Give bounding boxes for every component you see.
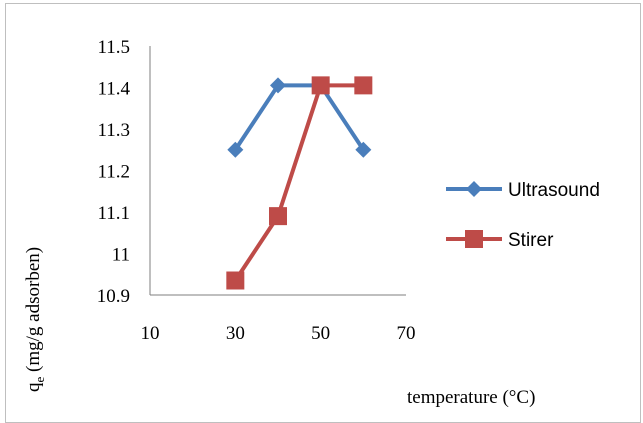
y-tick-label: 11.5 xyxy=(97,37,130,58)
series-line-ultrasound xyxy=(233,83,366,151)
axes xyxy=(149,46,406,296)
chart-svg: 11.5 11.4 11.3 11.2 11.1 11 10.9 10 30 50 70 temp… xyxy=(23,37,600,408)
data-point-stirer xyxy=(311,76,330,95)
legend: Ultrasound Stirer xyxy=(446,180,600,251)
series-layer xyxy=(226,76,373,290)
y-tick-label: 11.4 xyxy=(97,79,130,100)
data-point-ultrasound xyxy=(270,77,286,94)
y-tick-label: 11.2 xyxy=(97,162,130,183)
data-point-ultrasound xyxy=(227,141,244,158)
x-tick-label: 10 xyxy=(141,323,160,344)
x-tick-labels: 10 30 50 70 xyxy=(141,323,416,344)
y-tick-label: 11.3 xyxy=(97,120,130,141)
x-axis-title: temperature (°C) xyxy=(407,387,535,408)
y-tick-label: 11.1 xyxy=(97,203,130,224)
chart-frame: 11.5 11.4 11.3 11.2 11.1 11 10.9 10 30 50 70 temp… xyxy=(5,3,641,423)
x-tick-label: 50 xyxy=(311,323,330,344)
y-axis-title: qe (mg/g adsorben) xyxy=(23,247,47,392)
y-axis-title-sub: e xyxy=(32,377,47,383)
legend-marker-stirer xyxy=(465,230,483,248)
data-point-stirer xyxy=(269,207,287,226)
legend-label-stirer: Stirer xyxy=(508,230,554,251)
y-axis-title-main: q xyxy=(23,382,44,392)
y-tick-label: 11 xyxy=(112,245,130,266)
data-point-stirer xyxy=(226,271,245,290)
data-point-stirer xyxy=(354,76,373,95)
legend-marker-ultrasound xyxy=(466,181,482,197)
x-tick-label: 30 xyxy=(226,323,245,344)
legend-label-ultrasound: Ultrasound xyxy=(508,180,600,201)
legend-item-stirer: Stirer xyxy=(446,230,554,251)
series-line-stirer xyxy=(233,83,364,282)
y-tick-labels: 11.5 11.4 11.3 11.2 11.1 11 10.9 xyxy=(97,37,131,307)
legend-item-ultrasound: Ultrasound xyxy=(446,180,600,201)
data-point-ultrasound xyxy=(355,141,372,158)
y-axis-title-rest: (mg/g adsorben) xyxy=(23,247,44,377)
y-tick-label: 10.9 xyxy=(97,286,130,307)
x-tick-label: 70 xyxy=(397,323,416,344)
